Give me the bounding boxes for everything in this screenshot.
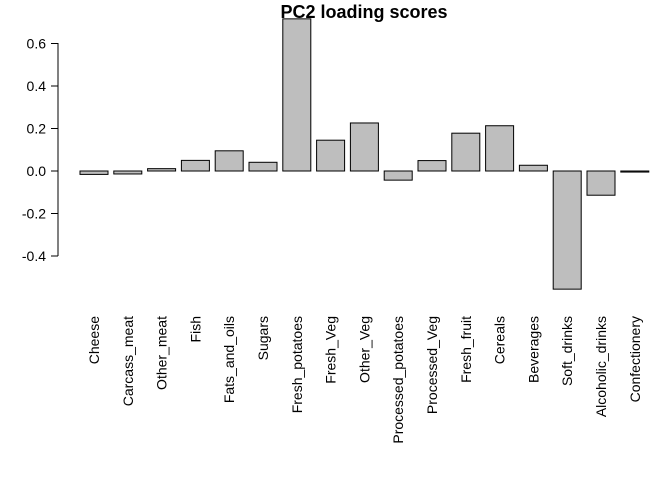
bar-fats-and-oils [214,150,244,172]
bar-carcass-meat [113,170,143,175]
y-axis-ticks: -0.4 -0.2 0.0 0.2 0.4 0.6 [22,36,58,264]
category-label: Beverages [525,316,541,383]
category-label: Processed_potatoes [390,316,406,444]
bar-other-veg [349,122,379,172]
y-tick-label: -0.4 [22,248,46,264]
bar-processed-potatoes [383,170,413,181]
category-label: Alcoholic_drinks [593,316,609,417]
bar-processed-veg [417,160,447,172]
category-label: Other_meat [154,316,170,390]
y-tick-label: 0.6 [27,36,47,52]
chart-title: PC2 loading scores [280,2,447,22]
category-label: Cheese [86,316,102,364]
bar-fresh-veg [316,139,346,172]
category-label: Fats_and_oils [221,316,237,403]
category-label: Processed_Veg [424,316,440,414]
y-tick-label: 0.4 [27,78,47,94]
category-label: Cereals [492,316,508,364]
category-label: Other_Veg [356,316,372,383]
y-tick-label: 0.2 [27,121,47,137]
bar-fresh-potatoes [282,18,312,172]
bars-group [79,18,650,290]
bar-fish [180,159,210,172]
category-label: Fish [187,316,203,342]
category-label: Soft_drinks [559,316,575,386]
category-label: Fresh_potatoes [289,316,305,413]
category-label: Confectionery [627,316,643,402]
bar-cereals [485,125,515,172]
category-label: Carcass_meat [120,316,136,406]
bar-confectionery [620,170,650,173]
category-label: Fresh_fruit [458,316,474,383]
bar-beverages [518,164,548,172]
category-labels: Cheese Carcass_meat Other_meat Fish Fats_and… [86,316,643,444]
bar-other-meat [147,168,177,172]
bar-cheese [79,170,109,175]
bar-sugars [248,161,278,172]
category-label: Fresh_Veg [323,316,339,384]
y-tick-label: 0.0 [27,163,47,179]
category-label: Sugars [255,316,271,360]
y-tick-label: -0.2 [22,206,46,222]
bar-fresh-fruit [451,132,481,172]
bar-alcoholic-drinks [586,170,616,196]
bar-soft-drinks [552,170,582,290]
